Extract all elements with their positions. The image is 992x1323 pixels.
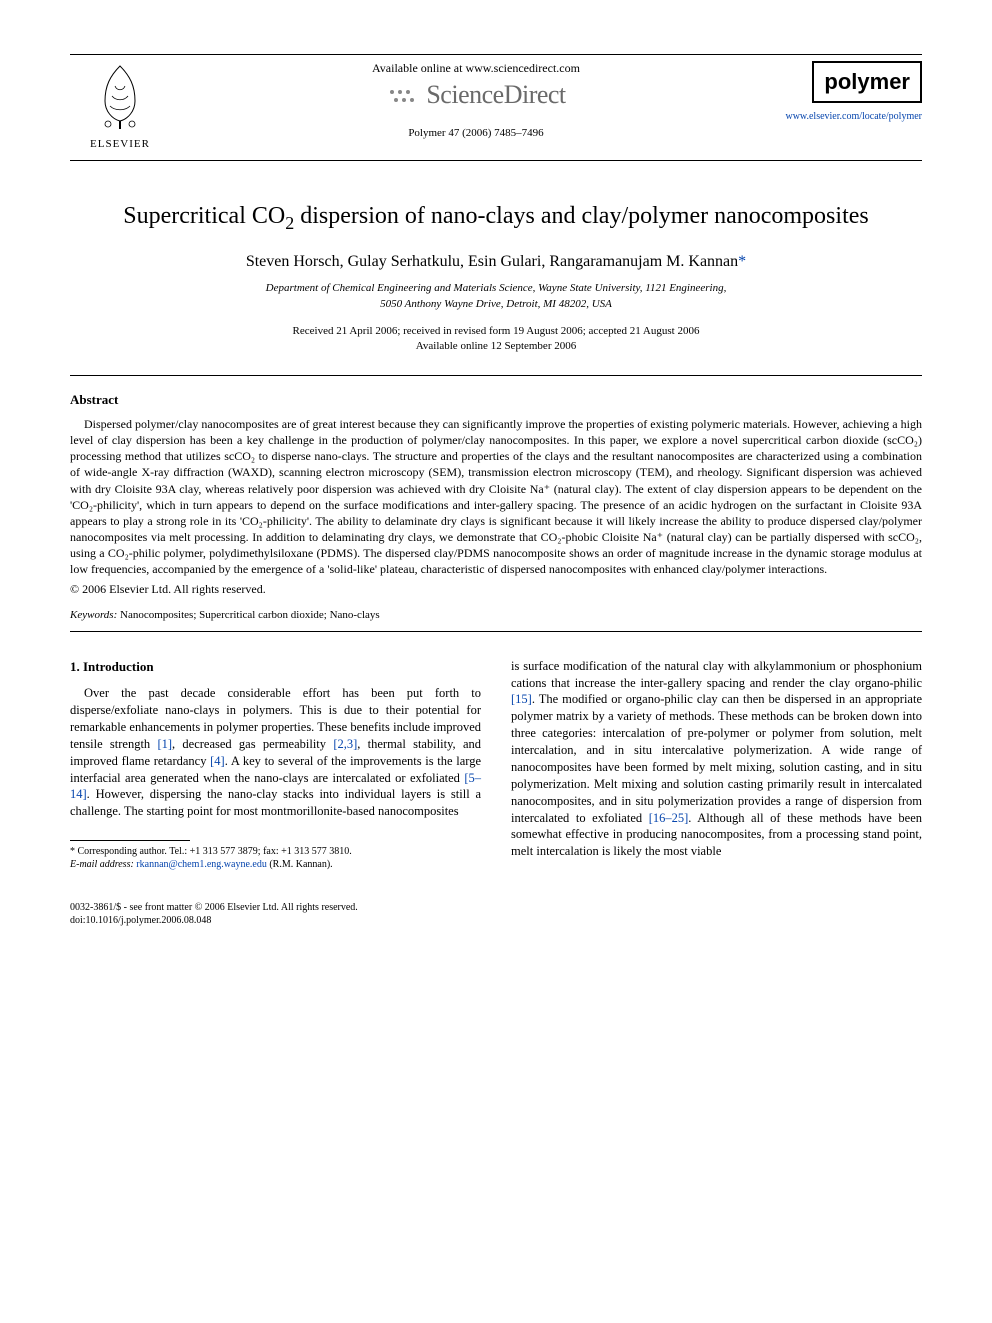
journal-logo-block: polymer www.elsevier.com/locate/polymer [782, 61, 922, 122]
column-left: 1. Introduction Over the past decade con… [70, 658, 481, 872]
copyright-text: © 2006 Elsevier Ltd. All rights reserved… [70, 582, 922, 597]
center-header: Available online at www.sciencedirect.co… [170, 61, 782, 139]
article-dates: Received 21 April 2006; received in revi… [70, 324, 922, 355]
footnote-rule [70, 840, 190, 841]
footnote-email-suffix: (R.M. Kannan). [267, 859, 333, 870]
authors-line: Steven Horsch, Gulay Serhatkulu, Esin Gu… [70, 253, 922, 271]
citation-4[interactable]: [4] [210, 754, 225, 768]
authors-text: Steven Horsch, Gulay Serhatkulu, Esin Gu… [246, 253, 738, 270]
abstract-body: Dispersed polymer/clay nanocomposites ar… [70, 416, 922, 578]
elsevier-label: ELSEVIER [70, 138, 170, 150]
footnote-email-link[interactable]: rkannan@chem1.eng.wayne.edu [136, 859, 267, 870]
header-row: ELSEVIER Available online at www.science… [70, 61, 922, 150]
elsevier-tree-icon [90, 61, 150, 131]
intro-text-1b: , decreased gas permeability [172, 737, 333, 751]
abstract-top-rule [70, 375, 922, 376]
footer-block: 0032-3861/$ - see front matter © 2006 El… [70, 901, 922, 927]
citation-2-3[interactable]: [2,3] [333, 737, 357, 751]
available-online-text: Available online at www.sciencedirect.co… [170, 61, 782, 76]
citation-16-25[interactable]: [16–25] [649, 811, 689, 825]
title-pre: Supercritical CO [123, 203, 285, 229]
keywords-label: Keywords: [70, 609, 117, 621]
citation-1[interactable]: [1] [157, 737, 172, 751]
corresponding-footnote: * Corresponding author. Tel.: +1 313 577… [70, 845, 481, 871]
corresponding-star-icon: * [738, 253, 746, 270]
affiliation: Department of Chemical Engineering and M… [70, 281, 922, 312]
journal-url[interactable]: www.elsevier.com/locate/polymer [782, 111, 922, 122]
intro-text-1e: . However, dispersing the nano-clay stac… [70, 787, 481, 818]
title-post: dispersion of nano-clays and clay/polyme… [294, 203, 869, 229]
sciencedirect-text: ScienceDirect [426, 80, 565, 109]
affiliation-line2: 5050 Anthony Wayne Drive, Detroit, MI 48… [380, 298, 612, 310]
dates-line2: Available online 12 September 2006 [416, 340, 576, 352]
dates-line1: Received 21 April 2006; received in revi… [293, 325, 700, 337]
abstract-bottom-rule [70, 631, 922, 632]
footer-line1: 0032-3861/$ - see front matter © 2006 El… [70, 902, 358, 913]
keywords-line: Keywords: Nanocomposites; Supercritical … [70, 609, 922, 621]
title-subscript: 2 [285, 213, 294, 233]
journal-reference: Polymer 47 (2006) 7485–7496 [170, 127, 782, 139]
publisher-logo-block: ELSEVIER [70, 61, 170, 150]
sciencedirect-dots-icon [386, 86, 416, 113]
intro-text-2a: is surface modification of the natural c… [511, 659, 922, 690]
abstract-heading: Abstract [70, 392, 922, 408]
polymer-logo: polymer [812, 61, 922, 103]
top-rule [70, 54, 922, 55]
citation-15[interactable]: [15] [511, 692, 532, 706]
intro-paragraph-1: Over the past decade considerable effort… [70, 685, 481, 820]
intro-text-2b: . The modified or organo-philic clay can… [511, 692, 922, 824]
header-bottom-rule [70, 160, 922, 161]
article-title: Supercritical CO2 dispersion of nano-cla… [70, 201, 922, 235]
column-right: is surface modification of the natural c… [511, 658, 922, 872]
introduction-heading: 1. Introduction [70, 658, 481, 676]
keywords-text: Nanocomposites; Supercritical carbon dio… [117, 609, 379, 621]
footnote-corr-text: * Corresponding author. Tel.: +1 313 577… [70, 846, 352, 857]
body-columns: 1. Introduction Over the past decade con… [70, 658, 922, 872]
intro-paragraph-1-cont: is surface modification of the natural c… [511, 658, 922, 861]
affiliation-line1: Department of Chemical Engineering and M… [266, 282, 727, 294]
footnote-email-label: E-mail address: [70, 859, 136, 870]
footer-line2: doi:10.1016/j.polymer.2006.08.048 [70, 915, 211, 926]
sciencedirect-logo: ScienceDirect [170, 80, 782, 113]
